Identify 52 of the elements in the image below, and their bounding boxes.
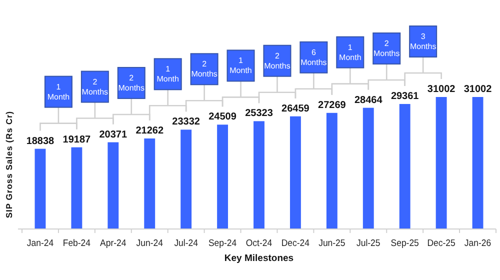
x-tick-label: Jan-24 bbox=[26, 238, 54, 248]
bar bbox=[399, 104, 410, 229]
data-label: 28464 bbox=[354, 94, 383, 106]
data-label: 26459 bbox=[282, 103, 310, 114]
data-label: 31002 bbox=[464, 84, 492, 95]
text: 2 Months bbox=[118, 73, 144, 92]
bar bbox=[180, 130, 192, 229]
x-tick-label: Jun-25 bbox=[318, 238, 346, 248]
x-tick-label: Jul-24 bbox=[174, 238, 198, 248]
bar bbox=[71, 147, 82, 229]
text: 1 Month bbox=[339, 42, 362, 62]
bar bbox=[472, 97, 484, 229]
bar bbox=[290, 116, 301, 229]
x-axis-title: Key Milestones bbox=[224, 253, 294, 264]
x-tick-label: Oct-24 bbox=[246, 238, 272, 248]
x-tick-label: Sep-25 bbox=[390, 238, 419, 248]
data-label: 27269 bbox=[318, 100, 346, 111]
data-label: 31002 bbox=[427, 84, 456, 95]
data-label: 20371 bbox=[99, 129, 128, 140]
x-tick-label: Jun-24 bbox=[136, 238, 163, 248]
data-label: 25323 bbox=[245, 108, 274, 120]
data-label: 23332 bbox=[172, 116, 200, 128]
bar bbox=[254, 121, 264, 229]
text: 6 Months bbox=[300, 48, 327, 67]
annotation: 1 Month bbox=[47, 82, 70, 102]
text: 2 Months bbox=[82, 77, 108, 96]
x-tick-label: Jan-26 bbox=[464, 238, 492, 248]
x-tick-label: Dec-24 bbox=[281, 238, 310, 248]
text: 3 Months bbox=[410, 32, 436, 51]
text: 1 Month bbox=[230, 56, 252, 76]
data-label: 21262 bbox=[136, 125, 164, 136]
text: 2 Months bbox=[191, 60, 218, 79]
text: 2 Months bbox=[264, 51, 290, 70]
bar bbox=[436, 97, 447, 229]
bar bbox=[144, 138, 156, 229]
y-axis-title: SIP Gross Sales (Rs Cr) bbox=[4, 110, 14, 218]
bar bbox=[326, 112, 338, 229]
bar bbox=[108, 142, 119, 229]
data-label: 18838 bbox=[26, 136, 55, 147]
x-tick-label: Apr-24 bbox=[100, 238, 126, 248]
text: 1 Month bbox=[156, 64, 179, 84]
bar bbox=[34, 148, 46, 229]
data-label: 29361 bbox=[390, 90, 420, 102]
x-tick-label: Jul-25 bbox=[356, 238, 380, 248]
bar bbox=[362, 108, 374, 229]
bar bbox=[217, 124, 228, 229]
x-tick-label: Feb-24 bbox=[62, 238, 91, 248]
x-tick-label: Dec-25 bbox=[427, 238, 456, 248]
data-label: 24509 bbox=[208, 112, 237, 123]
data-label: 19187 bbox=[62, 134, 92, 146]
x-tick-label: Sep-24 bbox=[208, 238, 237, 248]
text: 2 Months bbox=[374, 38, 400, 58]
